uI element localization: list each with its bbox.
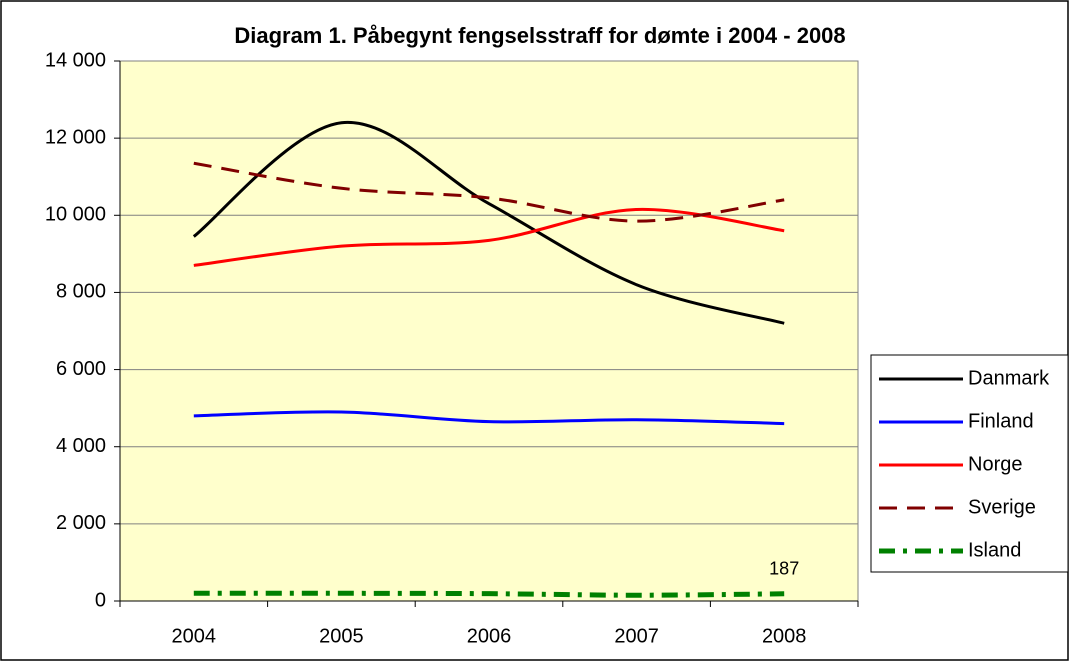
chart-title: Diagram 1. Påbegynt fengselsstraff for d… bbox=[234, 23, 845, 48]
x-tick-label: 2008 bbox=[762, 625, 807, 647]
x-tick-label: 2004 bbox=[172, 625, 217, 647]
legend-label: Island bbox=[968, 539, 1021, 561]
y-tick-label: 14 000 bbox=[45, 49, 106, 71]
y-tick-label: 6 000 bbox=[56, 358, 106, 380]
plot-area bbox=[119, 60, 859, 602]
legend-label: Danmark bbox=[968, 367, 1050, 389]
x-tick-label: 2005 bbox=[319, 625, 364, 647]
y-tick-label: 0 bbox=[95, 589, 106, 611]
x-tick-label: 2006 bbox=[467, 625, 512, 647]
series-line bbox=[192, 121, 785, 325]
series-line bbox=[193, 207, 785, 267]
x-tick-label: 2007 bbox=[614, 625, 659, 647]
legend-label: Finland bbox=[968, 410, 1034, 432]
series-line bbox=[193, 161, 785, 223]
series-line bbox=[193, 590, 785, 598]
y-tick-label: 10 000 bbox=[45, 204, 106, 226]
legend-label: Sverige bbox=[968, 496, 1036, 518]
y-tick-label: 12 000 bbox=[45, 126, 106, 148]
y-tick-label: 4 000 bbox=[56, 435, 106, 457]
series-line bbox=[193, 410, 785, 426]
y-tick-label: 8 000 bbox=[56, 281, 106, 303]
y-tick-label: 2 000 bbox=[56, 512, 106, 534]
data-label: 187 bbox=[769, 559, 799, 579]
legend-label: Norge bbox=[968, 453, 1022, 475]
